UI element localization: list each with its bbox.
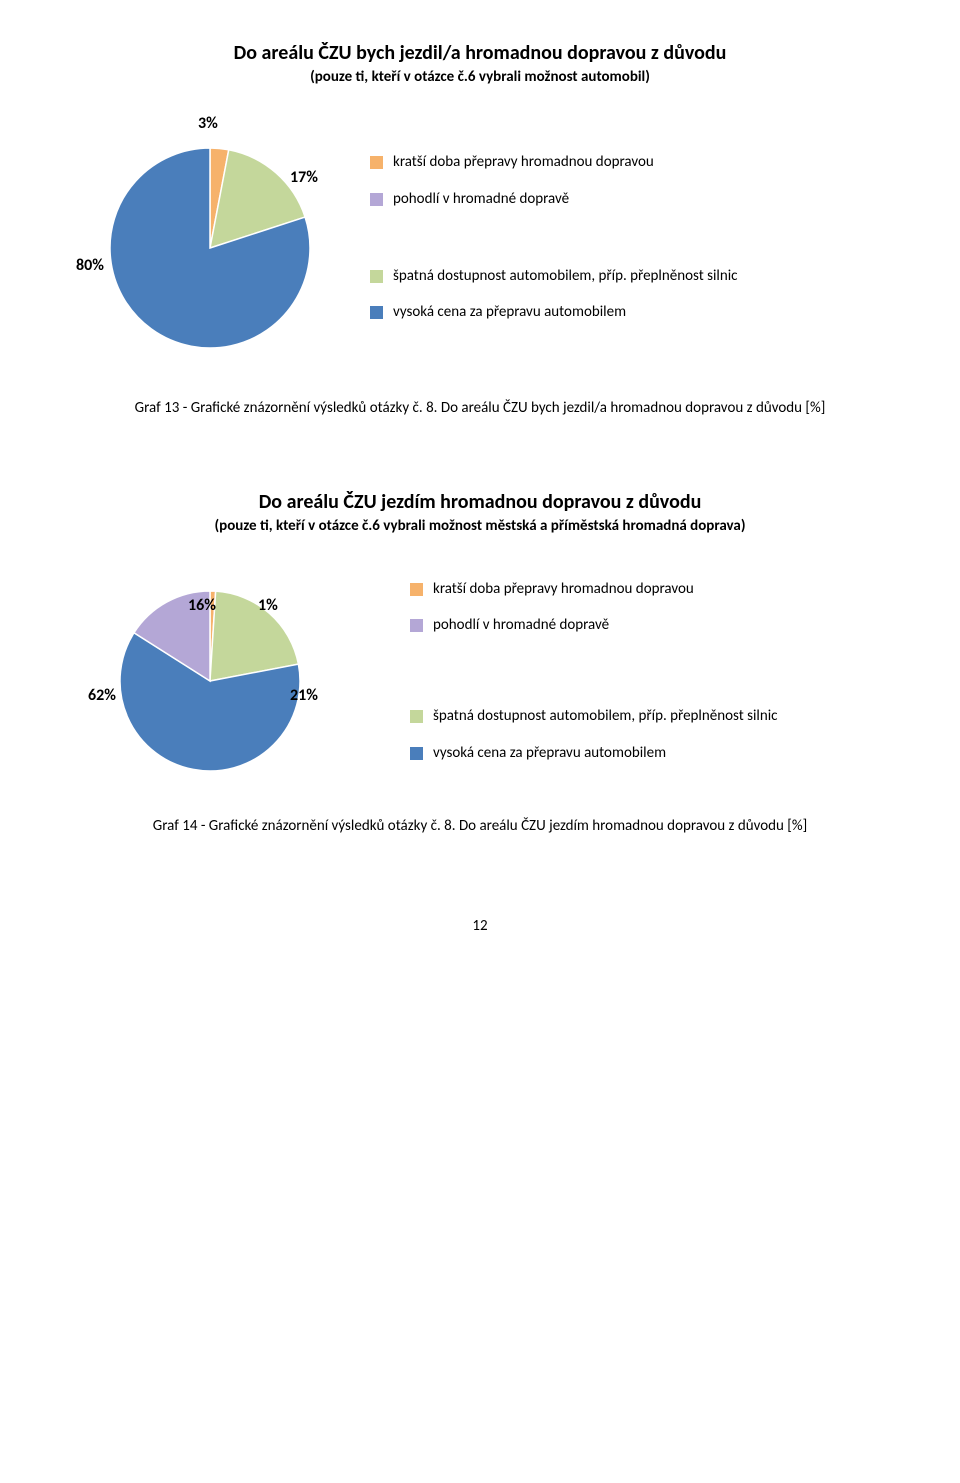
chart-1-title: Do areálu ČZU bych jezdil/a hromadnou do… <box>60 40 900 66</box>
chart-1-slice-label-80: 80% <box>76 256 104 275</box>
chart-2-subtitle: (pouze ti, kteří v otázce č.6 vybrali mo… <box>60 517 900 537</box>
chart-2-slice-label-16: 16% <box>188 596 216 615</box>
legend-item: špatná dostupnost automobilem, příp. pře… <box>410 707 900 726</box>
swatch-icon <box>410 747 423 760</box>
legend-label: vysoká cena za přepravu automobilem <box>433 744 666 763</box>
chart-1-pie: 3% 17% 80% <box>80 108 340 368</box>
chart-2-slice-label-21: 21% <box>290 686 318 705</box>
swatch-icon <box>370 156 383 169</box>
legend-item: kratší doba přepravy hromadnou dopravou <box>410 580 900 599</box>
legend-item: špatná dostupnost automobilem, příp. pře… <box>370 267 738 286</box>
chart-2-title: Do areálu ČZU jezdím hromadnou dopravou … <box>60 489 900 515</box>
swatch-icon <box>370 193 383 206</box>
chart-2-slice-label-62: 62% <box>88 686 116 705</box>
chart-1-slice-label-3: 3% <box>198 114 218 133</box>
legend-item: vysoká cena za přepravu automobilem <box>410 744 900 763</box>
chart-2-legend-bottom: špatná dostupnost automobilem, příp. pře… <box>410 707 900 763</box>
chart-2-caption: Graf 14 - Grafické znázornění výsledků o… <box>60 816 900 837</box>
legend-label: pohodlí v hromadné dopravě <box>393 190 569 209</box>
chart-2-legend-top: kratší doba přepravy hromadnou dopravou … <box>410 580 900 636</box>
swatch-icon <box>410 710 423 723</box>
legend-label: vysoká cena za přepravu automobilem <box>393 303 626 322</box>
chart-2-slice-label-1: 1% <box>258 596 278 615</box>
legend-label: kratší doba přepravy hromadnou dopravou <box>433 580 694 599</box>
legend-label: kratší doba přepravy hromadnou dopravou <box>393 153 654 172</box>
chart-1-subtitle: (pouze ti, kteří v otázce č.6 vybrali mo… <box>60 68 900 88</box>
legend-label: pohodlí v hromadné dopravě <box>433 616 609 635</box>
legend-item: pohodlí v hromadné dopravě <box>370 190 738 209</box>
legend-item: vysoká cena za přepravu automobilem <box>370 303 738 322</box>
swatch-icon <box>370 270 383 283</box>
swatch-icon <box>370 306 383 319</box>
swatch-icon <box>410 619 423 632</box>
chart-1-legend: kratší doba přepravy hromadnou dopravou … <box>370 153 738 322</box>
legend-label: špatná dostupnost automobilem, příp. pře… <box>433 707 778 726</box>
legend-item: pohodlí v hromadné dopravě <box>410 616 900 635</box>
swatch-icon <box>410 583 423 596</box>
chart-1: Do areálu ČZU bych jezdil/a hromadnou do… <box>60 40 900 419</box>
chart-1-caption: Graf 13 - Grafické znázornění výsledků o… <box>60 398 900 419</box>
page-number: 12 <box>60 917 900 935</box>
chart-1-slice-label-17: 17% <box>290 168 318 187</box>
chart-2-pie: 16% 1% 62% 21% <box>80 556 340 786</box>
legend-label: špatná dostupnost automobilem, příp. pře… <box>393 267 738 286</box>
legend-item: kratší doba přepravy hromadnou dopravou <box>370 153 738 172</box>
chart-2: Do areálu ČZU jezdím hromadnou dopravou … <box>60 489 900 838</box>
